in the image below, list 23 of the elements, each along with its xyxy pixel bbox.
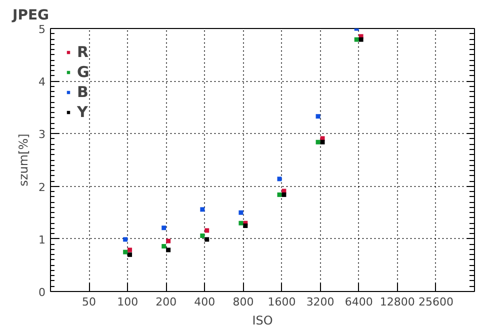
y-axis-title: szum[%] xyxy=(16,134,30,186)
x-tick-label: 50 xyxy=(82,296,96,308)
chart-title: JPEG xyxy=(12,8,50,24)
legend-label: B xyxy=(77,83,90,101)
y-tick-label: 4 xyxy=(38,76,46,89)
legend-label: R xyxy=(77,43,90,61)
x-tick-label: 25600 xyxy=(418,296,454,308)
x-tick-label: 100 xyxy=(117,296,138,308)
x-tick-label: 200 xyxy=(156,296,177,308)
x-tick-label: 12800 xyxy=(380,296,415,308)
x-tick-label: 6400 xyxy=(344,296,373,308)
legend-label: G xyxy=(77,63,90,81)
x-tick-label: 800 xyxy=(232,296,254,308)
y-tick-label: 0 xyxy=(38,286,46,299)
x-tick-label: 400 xyxy=(194,296,216,308)
x-axis-title: ISO xyxy=(252,314,273,328)
y-tick-label: 2 xyxy=(38,180,46,194)
y-tick-label: 5 xyxy=(38,23,46,36)
x-tick-label: 1600 xyxy=(268,296,296,308)
y-tick-label: 1 xyxy=(38,233,46,246)
legend-label: Y xyxy=(77,103,89,121)
y-tick-label: 3 xyxy=(38,128,46,142)
x-tick-label: 3200 xyxy=(306,296,334,308)
